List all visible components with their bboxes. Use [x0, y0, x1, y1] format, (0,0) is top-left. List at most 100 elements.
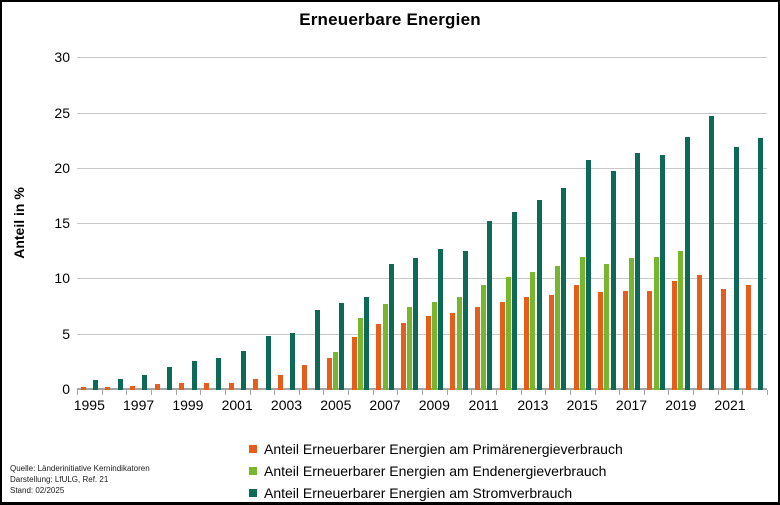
bar-strom-2005: [339, 302, 345, 390]
bar-primaerenergie-1998: [154, 383, 160, 390]
x-tick-label-2019: 2019: [665, 397, 697, 413]
bar-strom-2016: [610, 171, 616, 390]
bar-endenergie-2012: [505, 277, 511, 390]
bar-endenergie-2010: [456, 297, 462, 390]
legend-item-strom: Anteil Erneuerbarer Energien am Stromver…: [249, 482, 623, 502]
bar-strom-1995: [93, 380, 98, 390]
x-axis-tick: [200, 390, 202, 395]
x-axis-tick: [348, 390, 350, 395]
gridline-20: [77, 167, 767, 169]
bar-endenergie-2018: [653, 257, 659, 390]
bar-strom-2022: [758, 137, 764, 390]
x-tick-label-2007: 2007: [369, 397, 401, 413]
x-tick-label-2005: 2005: [320, 397, 352, 413]
x-axis-tick: [668, 390, 670, 395]
bar-primaerenergie-2020: [696, 275, 702, 390]
bar-endenergie-2017: [629, 258, 634, 390]
bar-primaerenergie-2022: [746, 285, 751, 390]
bar-primaerenergie-1997: [129, 386, 135, 390]
bar-strom-2014: [561, 187, 567, 390]
bar-primaerenergie-1995: [80, 386, 86, 390]
x-tick-label-2017: 2017: [615, 397, 648, 413]
bar-strom-2004: [314, 310, 320, 390]
bar-strom-2002: [265, 335, 271, 390]
bar-primaerenergie-2016: [598, 291, 604, 390]
gridline-5: [77, 333, 767, 335]
x-axis-tick: [150, 390, 152, 395]
bar-strom-2018: [659, 154, 665, 390]
x-axis-line: [77, 388, 767, 390]
x-tick-label-2011: 2011: [468, 397, 499, 413]
y-tick-label-20: 20: [54, 159, 70, 176]
y-tick-label-5: 5: [62, 325, 70, 342]
x-tick-label-2001: 2001: [221, 397, 253, 413]
bar-strom-2015: [585, 160, 591, 390]
x-axis-tick: [619, 390, 621, 395]
bar-endenergie-2014: [555, 266, 560, 390]
bar-strom-2021: [733, 146, 739, 390]
bar-primaerenergie-2011: [474, 307, 480, 390]
x-axis-tick: [446, 390, 448, 395]
x-tick-label-1997: 1997: [123, 397, 155, 413]
bar-strom-1998: [167, 366, 172, 390]
bar-endenergie-2011: [481, 285, 487, 390]
legend-item-endenergie: Anteil Erneuerbarer Energien am Endenerg…: [249, 460, 623, 482]
bar-strom-2007: [388, 264, 394, 390]
x-axis-tick: [175, 390, 177, 395]
bar-strom-2011: [487, 220, 493, 390]
bar-strom-1996: [117, 378, 123, 390]
bar-strom-2013: [536, 199, 542, 390]
x-tick-label-2015: 2015: [566, 397, 598, 413]
x-axis-tick: [274, 390, 276, 395]
x-tick-label-1999: 1999: [172, 397, 204, 413]
legend-label-endenergie: Anteil Erneuerbarer Energien am Endenerg…: [264, 463, 607, 479]
x-axis-tick: [249, 390, 251, 395]
x-tick-label-2003: 2003: [270, 397, 303, 413]
x-axis-tick: [742, 390, 744, 395]
bar-primaerenergie-2007: [376, 323, 382, 390]
bar-primaerenergie-1999: [179, 383, 185, 390]
bar-primaerenergie-2002: [253, 378, 259, 390]
bar-primaerenergie-2004: [302, 364, 308, 390]
x-axis-tick: [693, 390, 695, 395]
bar-primaerenergie-2009: [425, 315, 431, 390]
bar-primaerenergie-2008: [401, 322, 406, 390]
bar-primaerenergie-2018: [647, 290, 653, 390]
y-tick-label-25: 25: [54, 104, 70, 121]
x-axis-tick: [298, 390, 300, 395]
x-axis-tick: [471, 390, 473, 395]
y-tick-label-10: 10: [54, 270, 70, 287]
x-axis-tick: [520, 390, 522, 395]
bar-primaerenergie-2013: [524, 297, 530, 390]
x-axis-tick: [422, 390, 423, 395]
x-axis-tick: [224, 390, 226, 395]
legend: Anteil Erneuerbarer Energien am Primären…: [249, 438, 623, 502]
plot-area: [77, 52, 768, 397]
x-axis-tick: [101, 390, 103, 395]
bar-endenergie-2019: [678, 250, 684, 390]
legend-marker-strom-icon: [249, 489, 257, 497]
bar-primaerenergie-1996: [105, 387, 111, 390]
legend-marker-primaerenergie-icon: [249, 445, 257, 453]
bar-strom-1997: [142, 374, 148, 390]
x-axis-tick: [126, 390, 128, 395]
x-axis-tick: [569, 390, 571, 395]
legend-label-strom: Anteil Erneuerbarer Energien am Stromver…: [264, 485, 573, 501]
bar-primaerenergie-2003: [277, 375, 283, 390]
bar-primaerenergie-2006: [351, 336, 357, 390]
source-line-quelle: Quelle: Länderinitiative Kernindikatoren: [10, 464, 150, 473]
bar-primaerenergie-2010: [450, 312, 456, 390]
bar-primaerenergie-2012: [499, 301, 505, 390]
x-axis-tick: [77, 390, 78, 395]
bar-primaerenergie-2005: [327, 357, 333, 390]
bar-primaerenergie-2014: [548, 294, 554, 390]
x-tick-label-2013: 2013: [517, 397, 549, 413]
gridline-25: [77, 112, 767, 114]
bar-strom-2006: [364, 297, 370, 390]
bar-endenergie-2009: [431, 301, 437, 390]
x-tick-label-2021: 2021: [714, 397, 746, 413]
source-line-stand: Stand: 02/2025: [10, 486, 65, 495]
bar-strom-2008: [413, 258, 419, 390]
bar-strom-2019: [684, 136, 690, 390]
